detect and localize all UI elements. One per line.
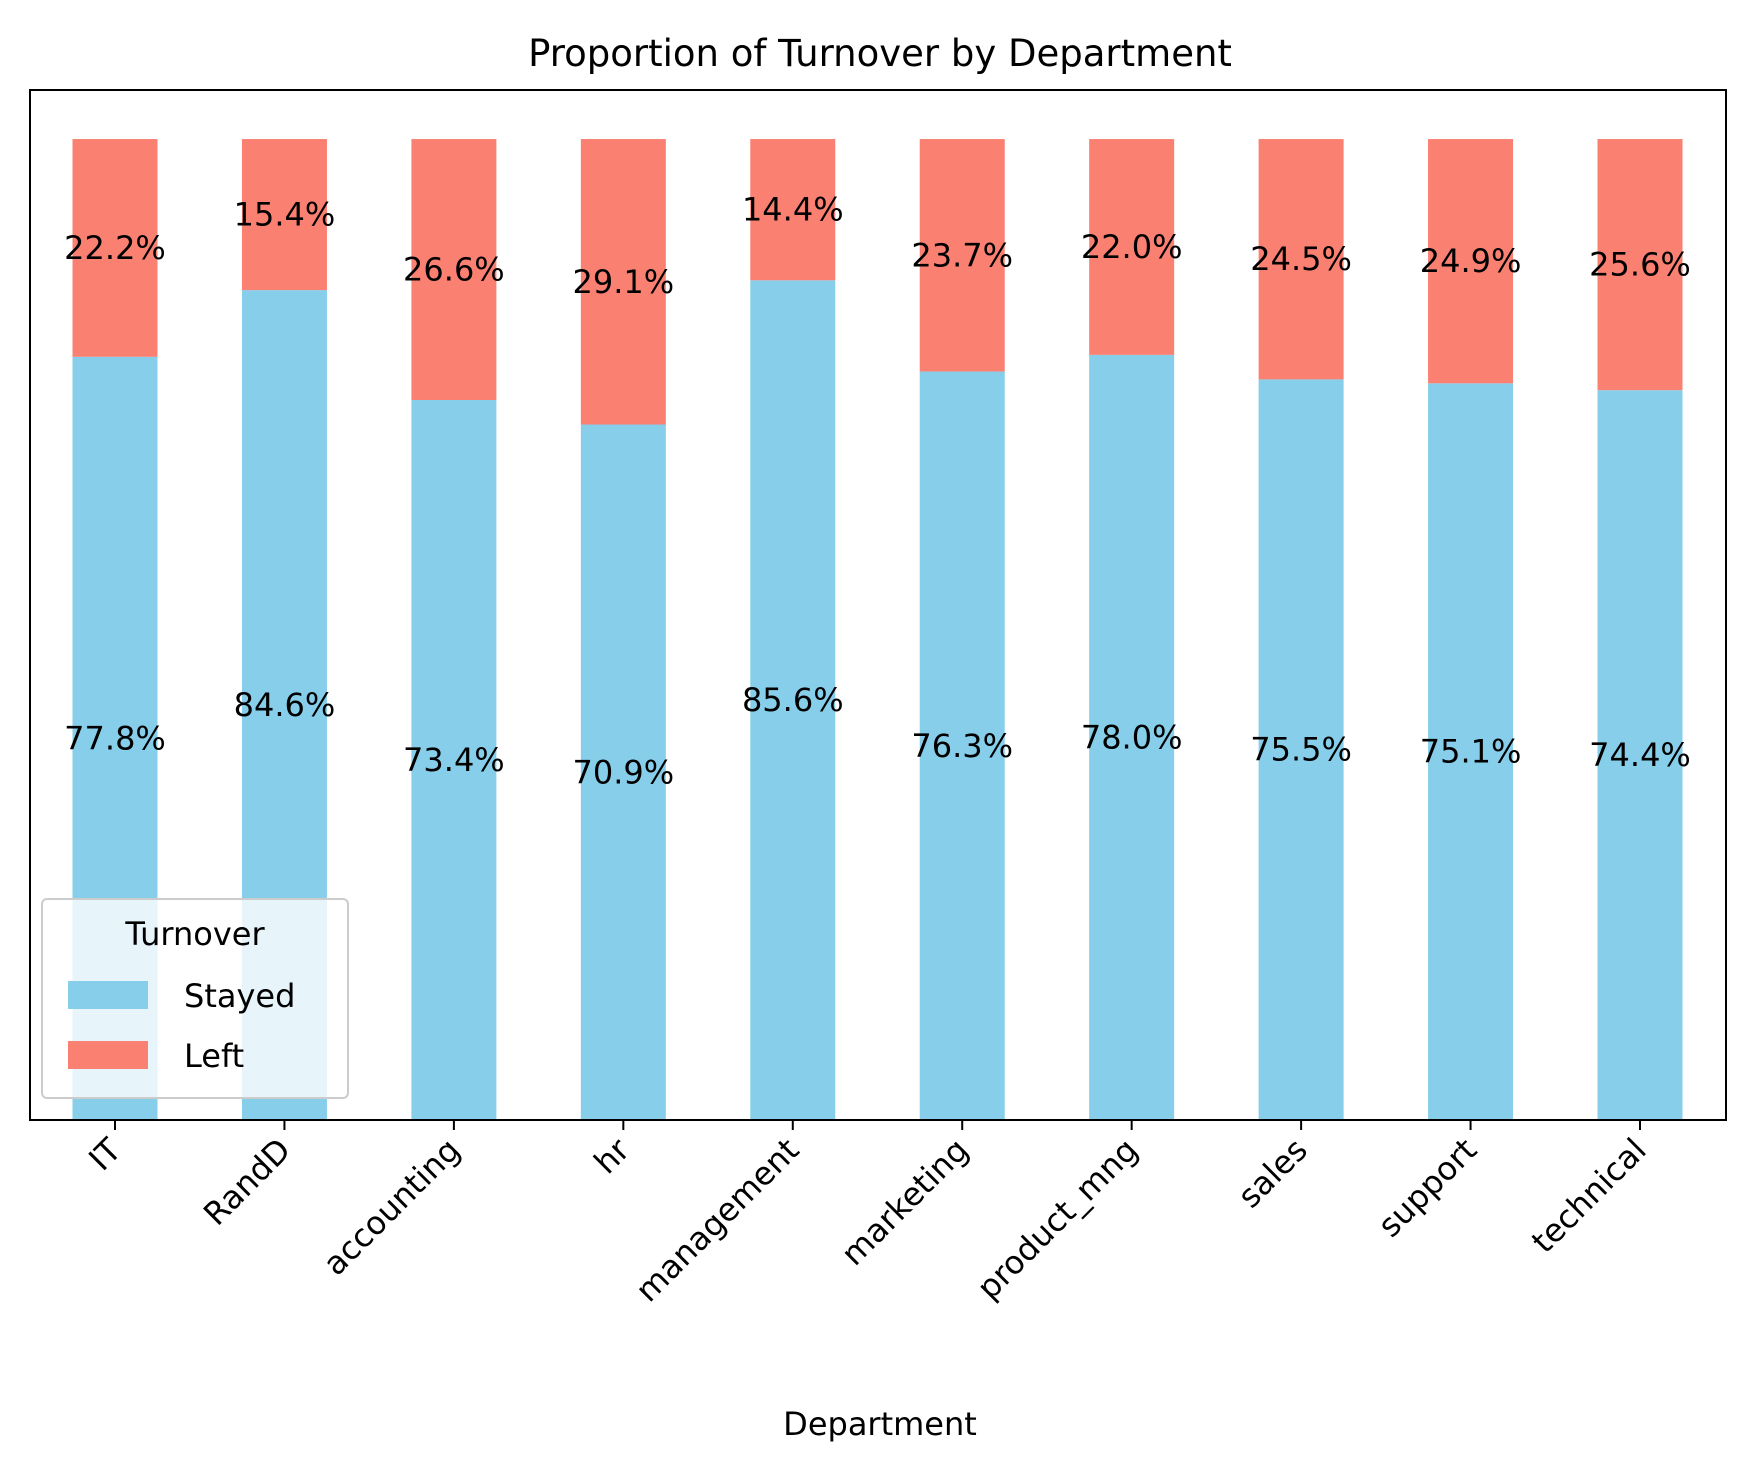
x-tick-label-hr: hr [586, 1130, 637, 1181]
x-tick-label-support: support [1370, 1131, 1484, 1245]
chart-title: Proportion of Turnover by Department [528, 32, 1232, 75]
bar-label-left-product_mng: 22.0% [1081, 228, 1183, 266]
bar-label-stayed-sales: 75.5% [1250, 731, 1352, 769]
bar-label-stayed-marketing: 76.3% [911, 727, 1013, 765]
bar-left-IT [72, 139, 158, 357]
plot-frame [29, 89, 1727, 1121]
bar-left-sales [1258, 139, 1344, 380]
bar-label-left-sales: 24.5% [1250, 240, 1352, 278]
bar-label-stayed-RandD: 84.6% [234, 686, 336, 724]
bar-stayed-management [750, 280, 836, 1120]
bar-label-stayed-IT: 77.8% [64, 719, 166, 757]
bar-stayed-accounting [411, 399, 497, 1120]
bars-group [72, 139, 1683, 1121]
bar-left-support [1428, 139, 1514, 384]
bar-left-hr [580, 139, 666, 425]
x-tick-label-accounting: accounting [316, 1131, 468, 1283]
legend-swatch-stayed [68, 981, 148, 1009]
bar-label-left-IT: 22.2% [64, 229, 166, 267]
bar-label-stayed-product_mng: 78.0% [1081, 718, 1183, 756]
bar-label-stayed-technical: 74.4% [1589, 736, 1691, 774]
bar-label-left-RandD: 15.4% [234, 196, 336, 234]
bar-stayed-sales [1258, 379, 1344, 1120]
bar-left-technical [1597, 139, 1683, 391]
bar-stayed-technical [1597, 390, 1683, 1121]
bar-labels-group: 77.8% 22.2% 84.6% 15.4% 73.4% 26.6% 70.9% 29.1%… [64, 191, 1691, 792]
legend: Turnover Stayed Left [41, 898, 349, 1099]
x-tick-label-IT: IT [81, 1130, 129, 1178]
bar-left-RandD [241, 139, 327, 291]
x-tick-label-technical: technical [1524, 1131, 1654, 1261]
bar-label-stayed-accounting: 73.4% [403, 741, 505, 779]
legend-title: Turnover [124, 915, 265, 953]
bar-label-left-technical: 25.6% [1589, 246, 1691, 284]
bar-label-stayed-support: 75.1% [1420, 733, 1522, 771]
bar-label-left-support: 24.9% [1420, 242, 1522, 280]
bar-left-management [750, 139, 836, 281]
bar-stayed-support [1428, 383, 1514, 1120]
bar-label-stayed-hr: 70.9% [573, 753, 675, 791]
bar-stayed-product_mng [1089, 354, 1175, 1120]
x-axis-label: Department [783, 1405, 977, 1443]
x-tick-label-RandD: RandD [196, 1131, 298, 1233]
bar-label-left-marketing: 23.7% [911, 236, 1013, 274]
bar-left-marketing [919, 139, 1005, 372]
bar-label-left-hr: 29.1% [573, 263, 675, 301]
bar-label-left-accounting: 26.6% [403, 251, 505, 289]
x-tick-label-management: management [628, 1131, 806, 1309]
bar-stayed-marketing [919, 371, 1005, 1120]
bar-left-product_mng [1089, 139, 1175, 355]
x-tick-label-marketing: marketing [834, 1131, 976, 1273]
bar-label-left-management: 14.4% [742, 191, 844, 229]
legend-label-left: Left [184, 1037, 244, 1075]
x-tick-label-sales: sales [1230, 1131, 1315, 1216]
x-tick-label-product_mng: product_mng [969, 1131, 1145, 1307]
legend-label-stayed: Stayed [184, 977, 295, 1015]
bar-left-accounting [411, 139, 497, 400]
bar-label-stayed-management: 85.6% [742, 681, 844, 719]
legend-swatch-left [68, 1041, 148, 1069]
bar-stayed-hr [580, 424, 666, 1120]
